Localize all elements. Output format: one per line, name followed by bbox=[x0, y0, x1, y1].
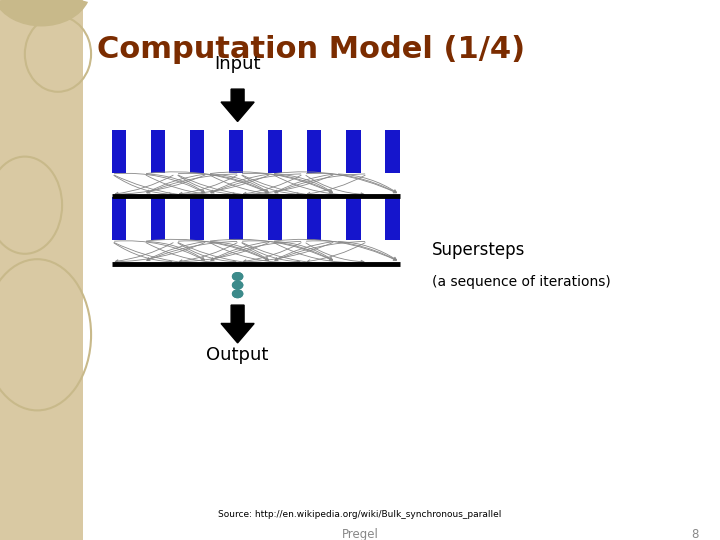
Text: Source: http://en.wikipedia.org/wiki/Bulk_synchronous_parallel: Source: http://en.wikipedia.org/wiki/Bul… bbox=[218, 510, 502, 519]
Circle shape bbox=[233, 281, 243, 289]
Circle shape bbox=[233, 273, 243, 280]
Bar bbox=[229, 130, 243, 173]
Bar bbox=[385, 197, 400, 240]
Bar bbox=[150, 197, 165, 240]
Bar bbox=[0, 0, 83, 540]
Bar bbox=[268, 130, 282, 173]
Bar bbox=[307, 197, 321, 240]
Bar bbox=[346, 130, 361, 173]
FancyArrow shape bbox=[221, 305, 254, 343]
Circle shape bbox=[233, 290, 243, 298]
Text: Pregel: Pregel bbox=[341, 528, 379, 540]
Bar bbox=[190, 130, 204, 173]
Circle shape bbox=[233, 273, 243, 280]
Bar bbox=[307, 130, 321, 173]
Circle shape bbox=[233, 290, 243, 298]
Bar bbox=[346, 197, 361, 240]
Text: 8: 8 bbox=[691, 528, 698, 540]
Bar bbox=[150, 130, 165, 173]
Bar bbox=[112, 130, 126, 173]
Text: Input: Input bbox=[215, 55, 261, 73]
FancyArrow shape bbox=[221, 89, 254, 122]
Bar bbox=[268, 197, 282, 240]
Bar bbox=[112, 197, 126, 240]
Text: Output: Output bbox=[207, 346, 269, 363]
Text: Computation Model (1/4): Computation Model (1/4) bbox=[97, 35, 526, 64]
Circle shape bbox=[233, 281, 243, 289]
Text: Supersteps: Supersteps bbox=[432, 241, 526, 259]
Wedge shape bbox=[0, 0, 88, 26]
Bar bbox=[190, 197, 204, 240]
Text: (a sequence of iterations): (a sequence of iterations) bbox=[432, 275, 611, 289]
Bar bbox=[229, 197, 243, 240]
Bar bbox=[385, 130, 400, 173]
